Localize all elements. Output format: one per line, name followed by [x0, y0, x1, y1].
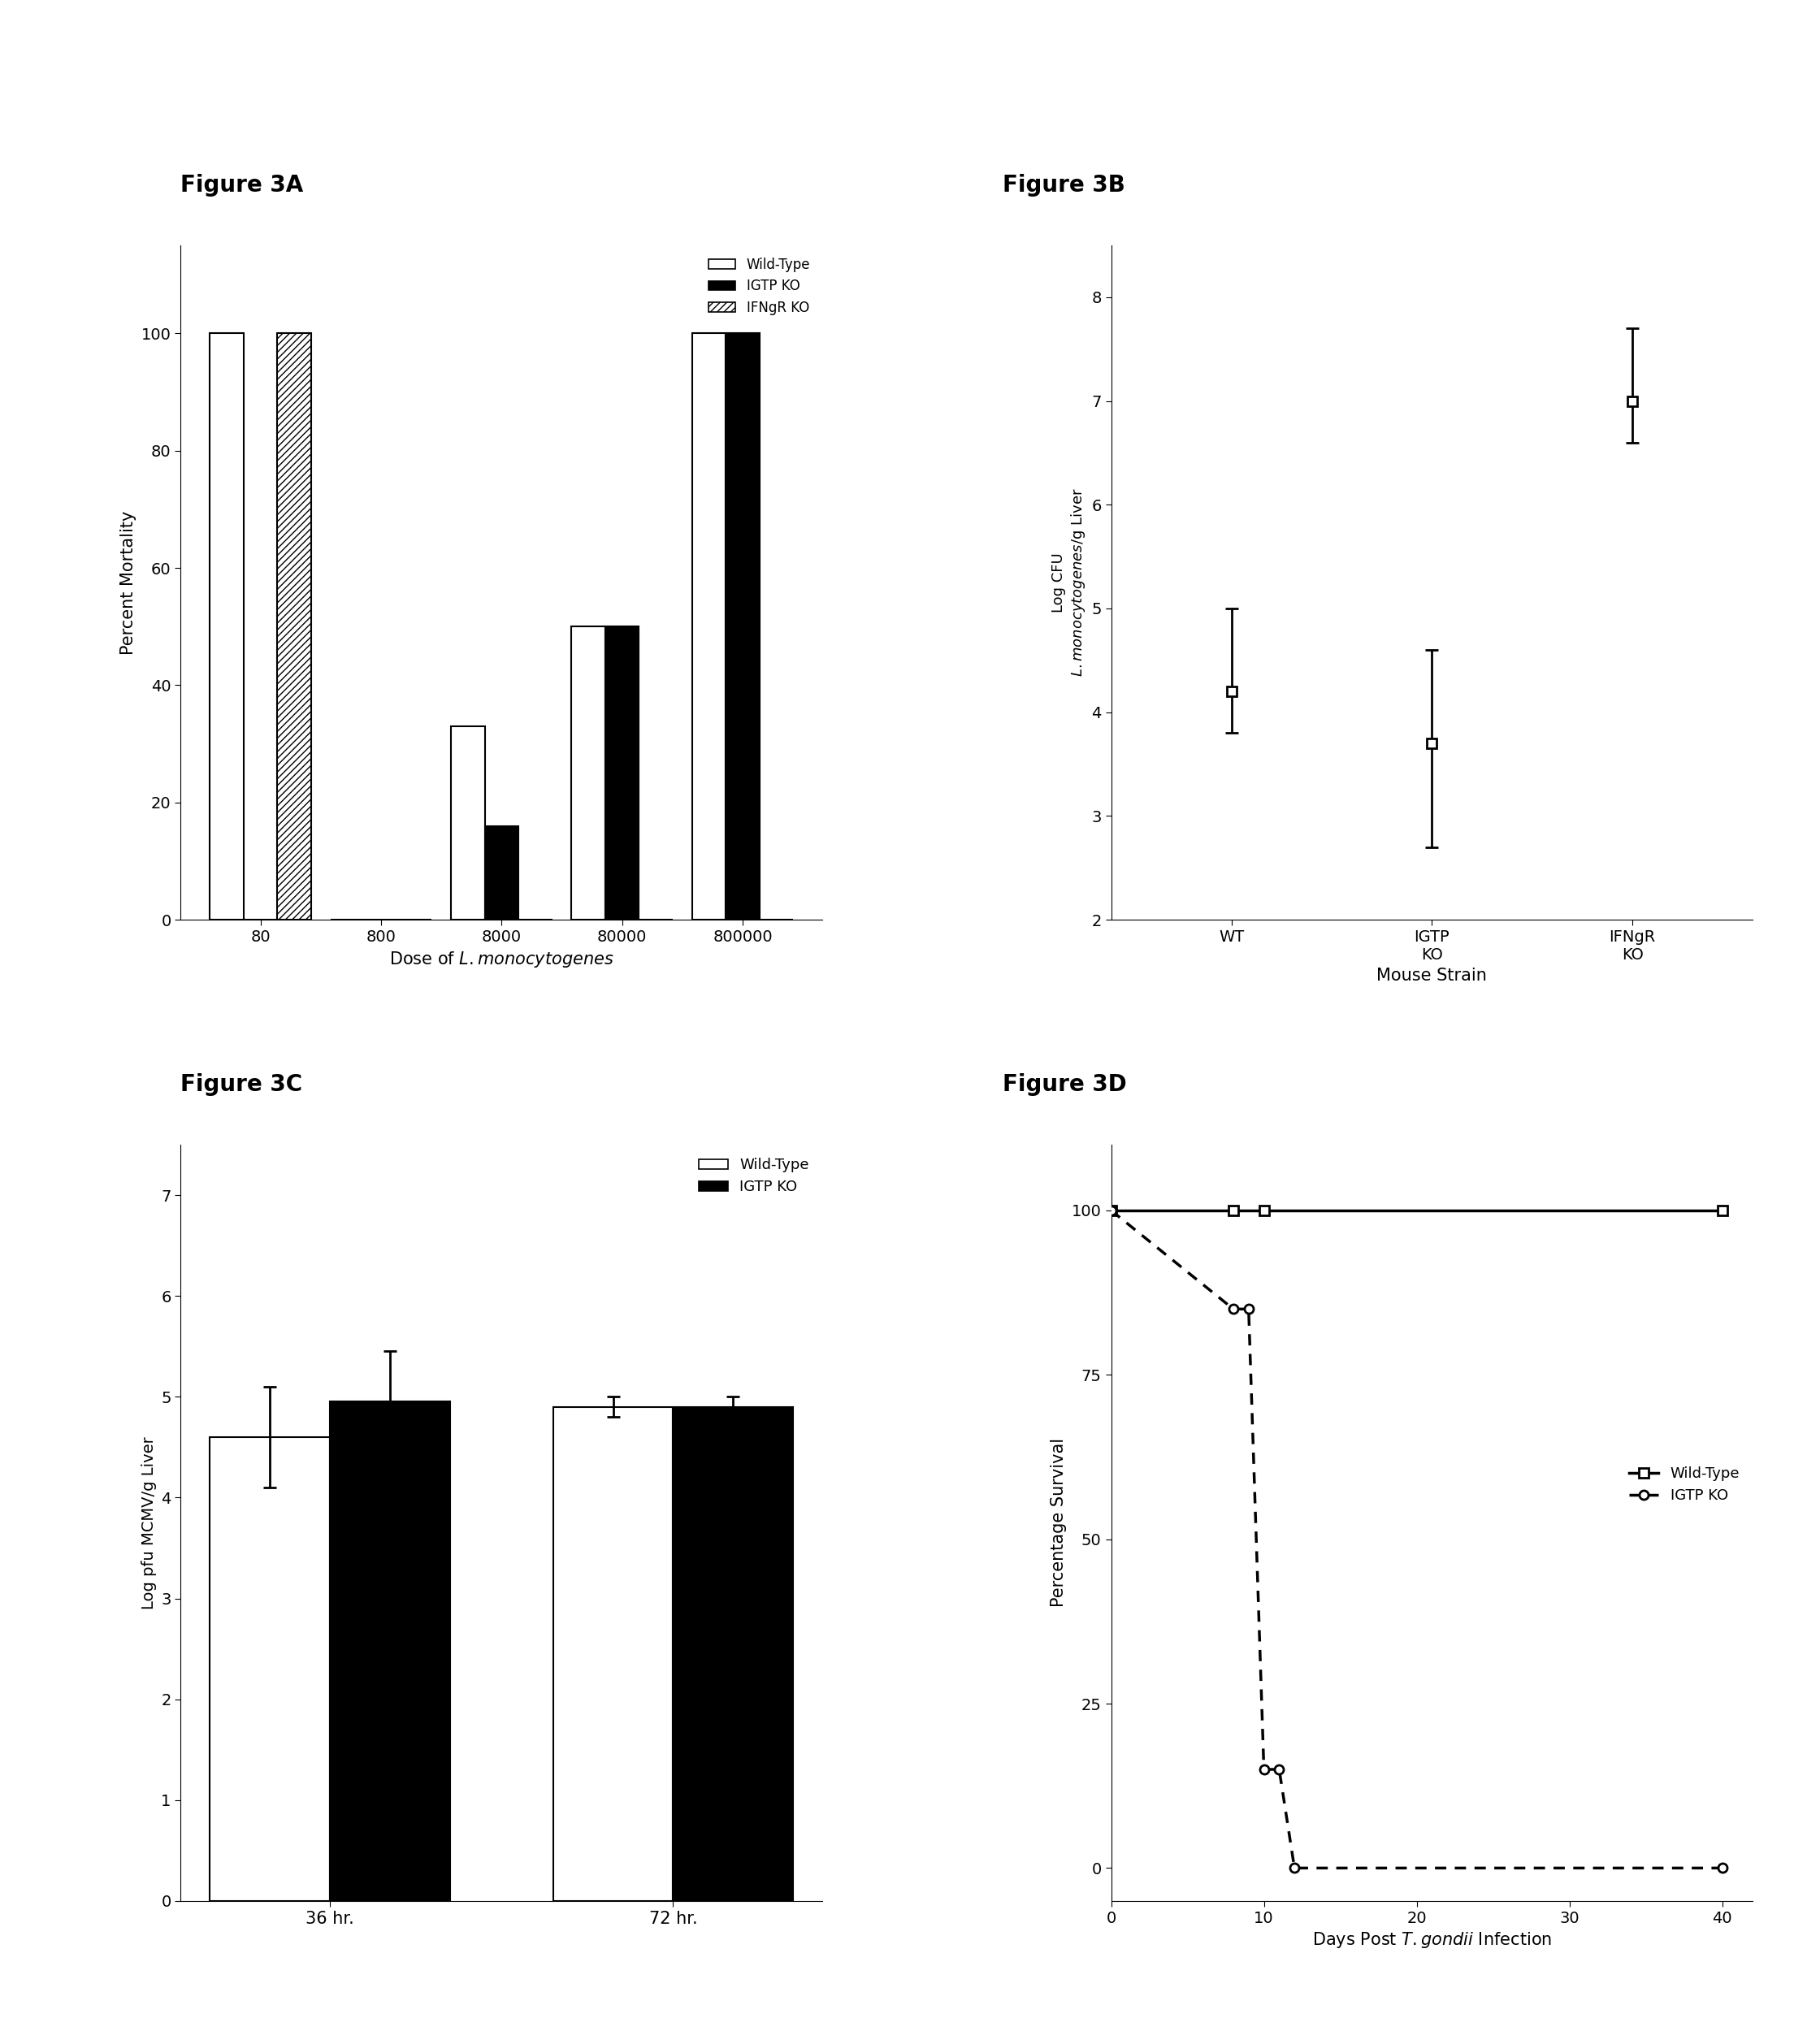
Bar [672, 1406, 793, 1901]
Bar [331, 1402, 450, 1901]
Bar [210, 1437, 331, 1901]
X-axis label: Mouse Strain: Mouse Strain [1377, 967, 1487, 983]
Bar [210, 333, 244, 920]
Bar [484, 826, 519, 920]
Legend: Wild-Type, IGTP KO: Wild-Type, IGTP KO [692, 1153, 815, 1200]
Bar [553, 1406, 672, 1901]
X-axis label: Days Post $\it{T. gondii}$ Infection: Days Post $\it{T. gondii}$ Infection [1312, 1930, 1552, 1950]
Text: Figure 3B: Figure 3B [1003, 174, 1126, 196]
Text: Figure 3D: Figure 3D [1003, 1073, 1128, 1096]
Bar [692, 333, 726, 920]
Legend: Wild-Type, IGTP KO, IFNgR KO: Wild-Type, IGTP KO, IFNgR KO [703, 251, 815, 321]
Y-axis label: Percentage Survival: Percentage Survival [1052, 1439, 1068, 1607]
Text: Figure 3C: Figure 3C [181, 1073, 304, 1096]
Bar [452, 726, 484, 920]
Y-axis label: Log pfu MCMV/g Liver: Log pfu MCMV/g Liver [141, 1437, 157, 1609]
Y-axis label: Log CFU
$\it{L. monocytogenes}$/g Liver: Log CFU $\it{L. monocytogenes}$/g Liver [1052, 489, 1086, 677]
Y-axis label: Percent Mortality: Percent Mortality [121, 511, 137, 654]
Bar [605, 628, 640, 920]
Text: Figure 3A: Figure 3A [181, 174, 304, 196]
Bar [276, 333, 311, 920]
Bar [571, 628, 605, 920]
X-axis label: Dose of $\it{L. monocytogenes}$: Dose of $\it{L. monocytogenes}$ [389, 948, 614, 969]
Bar [726, 333, 759, 920]
Legend: Wild-Type, IGTP KO: Wild-Type, IGTP KO [1623, 1461, 1746, 1508]
